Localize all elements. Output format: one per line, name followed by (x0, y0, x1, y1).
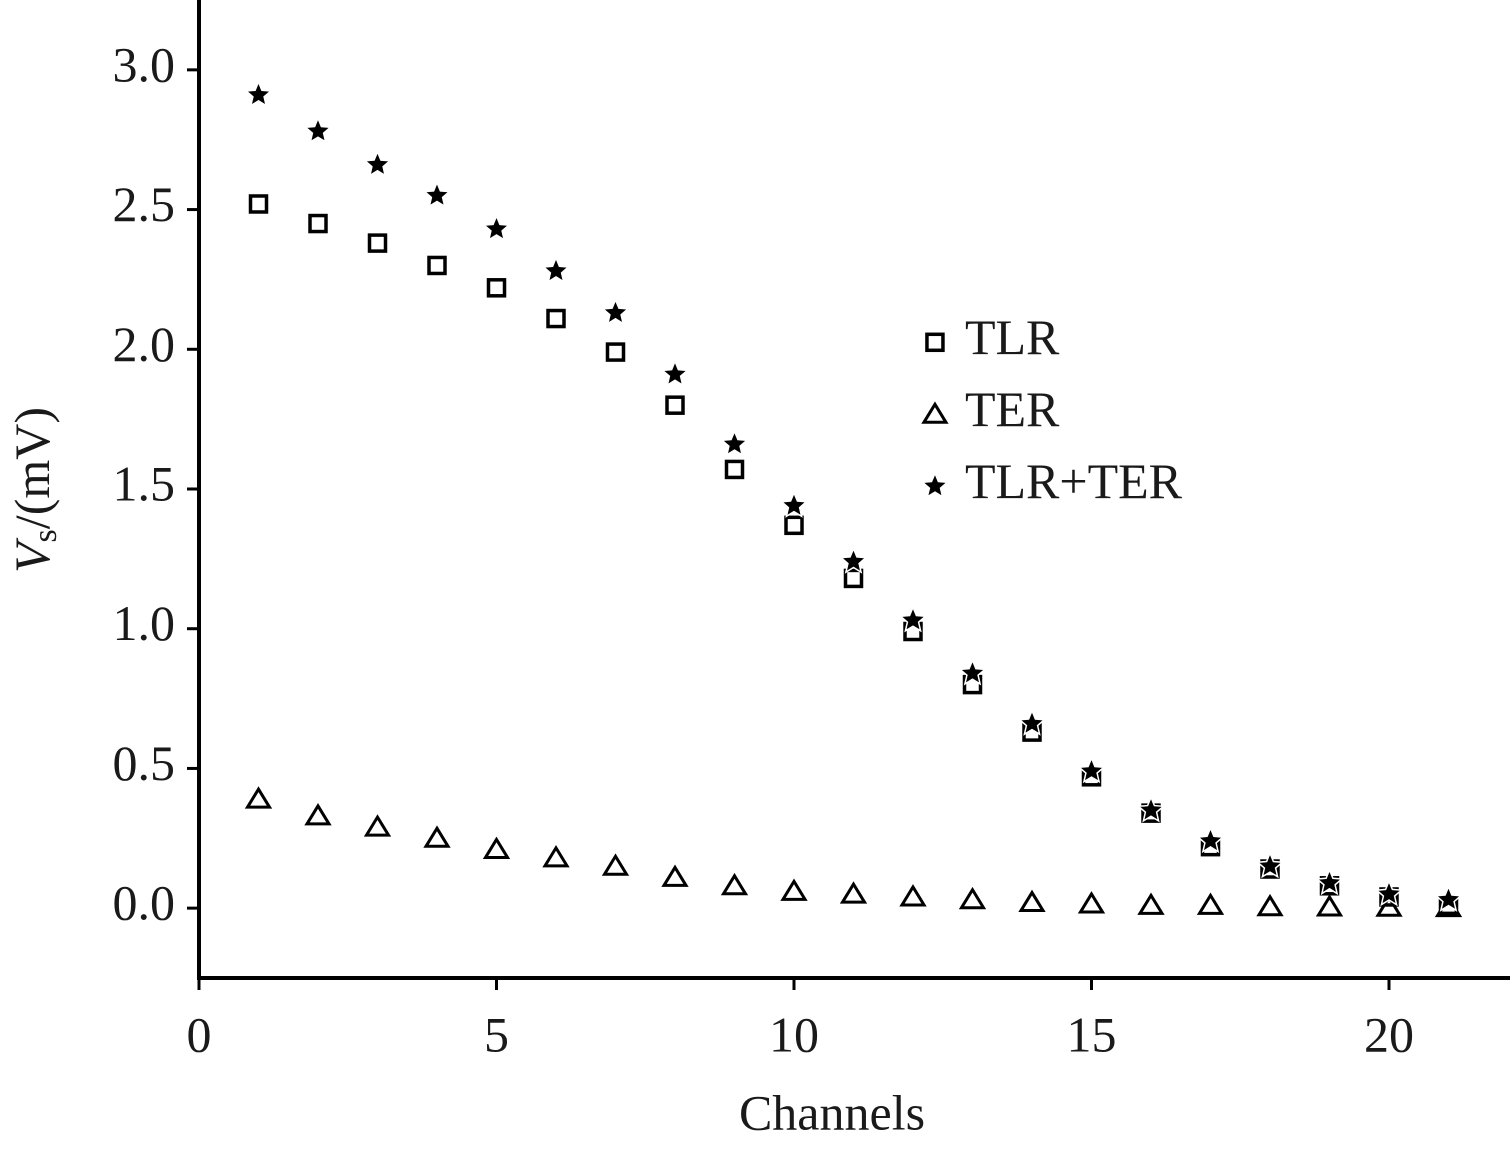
triangle-marker (304, 803, 332, 826)
x-axis-label: Channels (739, 1084, 925, 1140)
y-label-symbol: V (4, 537, 60, 573)
star-marker (720, 429, 749, 457)
x-tick-label: 10 (769, 1006, 819, 1062)
x-tick-label: 5 (484, 1006, 509, 1062)
triangle-marker (899, 884, 927, 907)
square-marker (665, 395, 685, 415)
triangle-marker (1196, 892, 1225, 915)
star-marker (1255, 851, 1285, 879)
x-tick-label: 0 (187, 1006, 212, 1062)
star-marker (482, 214, 511, 242)
square-marker (605, 342, 626, 362)
square-marker (486, 278, 507, 298)
legend-label: TER (965, 381, 1060, 437)
y-label-subscript: s (27, 529, 64, 542)
square-marker (925, 332, 945, 353)
square-marker (724, 459, 745, 480)
triangle-marker (780, 878, 808, 901)
legend-label: TLR (965, 309, 1060, 365)
star-marker (1017, 708, 1047, 736)
y-tick-label: 1.0 (113, 595, 176, 651)
star-marker (1315, 868, 1344, 896)
star-marker (422, 180, 452, 208)
star-marker (1434, 884, 1463, 912)
square-marker (546, 308, 566, 329)
star-marker (839, 546, 868, 574)
triangle-marker (542, 844, 570, 868)
star-marker (541, 256, 571, 284)
triangle-marker (601, 853, 630, 876)
square-marker (784, 515, 804, 536)
star-marker (1077, 756, 1106, 784)
star-marker (1374, 879, 1404, 907)
triangle-marker (661, 864, 689, 887)
y-tick-label: 1.5 (113, 455, 176, 511)
triangle-marker (958, 886, 987, 910)
legend-label: TLR+TER (965, 453, 1183, 509)
triangle-marker (1256, 893, 1284, 917)
star-marker (1196, 826, 1225, 854)
triangle-marker (1018, 889, 1046, 913)
y-tick-label: 0.0 (113, 875, 176, 931)
triangle-marker (1375, 894, 1403, 917)
x-tick-label: 20 (1364, 1006, 1414, 1062)
y-tick-label: 2.0 (113, 316, 176, 372)
y-axis-label: Vs/(mV) (4, 407, 63, 573)
square-marker (367, 233, 388, 253)
y-tick-label: 2.5 (113, 176, 176, 232)
star-marker (303, 116, 333, 144)
square-marker (843, 568, 864, 589)
star-marker (958, 658, 987, 686)
star-marker (898, 605, 928, 633)
triangle-marker (1137, 892, 1165, 915)
star-marker (660, 359, 690, 387)
star-marker (779, 490, 809, 518)
triangle-marker (482, 836, 511, 859)
star-marker (244, 80, 273, 108)
square-marker (427, 255, 447, 276)
y-tick-label: 0.5 (113, 735, 176, 791)
star-marker (363, 149, 392, 177)
triangle-marker (921, 401, 949, 424)
triangle-marker (839, 881, 868, 904)
x-tick-label: 15 (1067, 1006, 1117, 1062)
triangle-marker (1077, 891, 1106, 914)
triangle-marker (363, 814, 392, 837)
star-marker (1136, 795, 1166, 823)
y-tick-label: 3.0 (113, 36, 176, 92)
triangle-marker (423, 825, 451, 848)
triangle-marker (1315, 894, 1344, 917)
square-marker (248, 194, 269, 214)
square-marker (308, 213, 328, 234)
star-marker (920, 471, 950, 499)
triangle-marker (720, 872, 749, 896)
triangle-marker (244, 786, 273, 809)
y-label-unit: /(mV) (4, 407, 60, 529)
star-marker (601, 298, 630, 326)
